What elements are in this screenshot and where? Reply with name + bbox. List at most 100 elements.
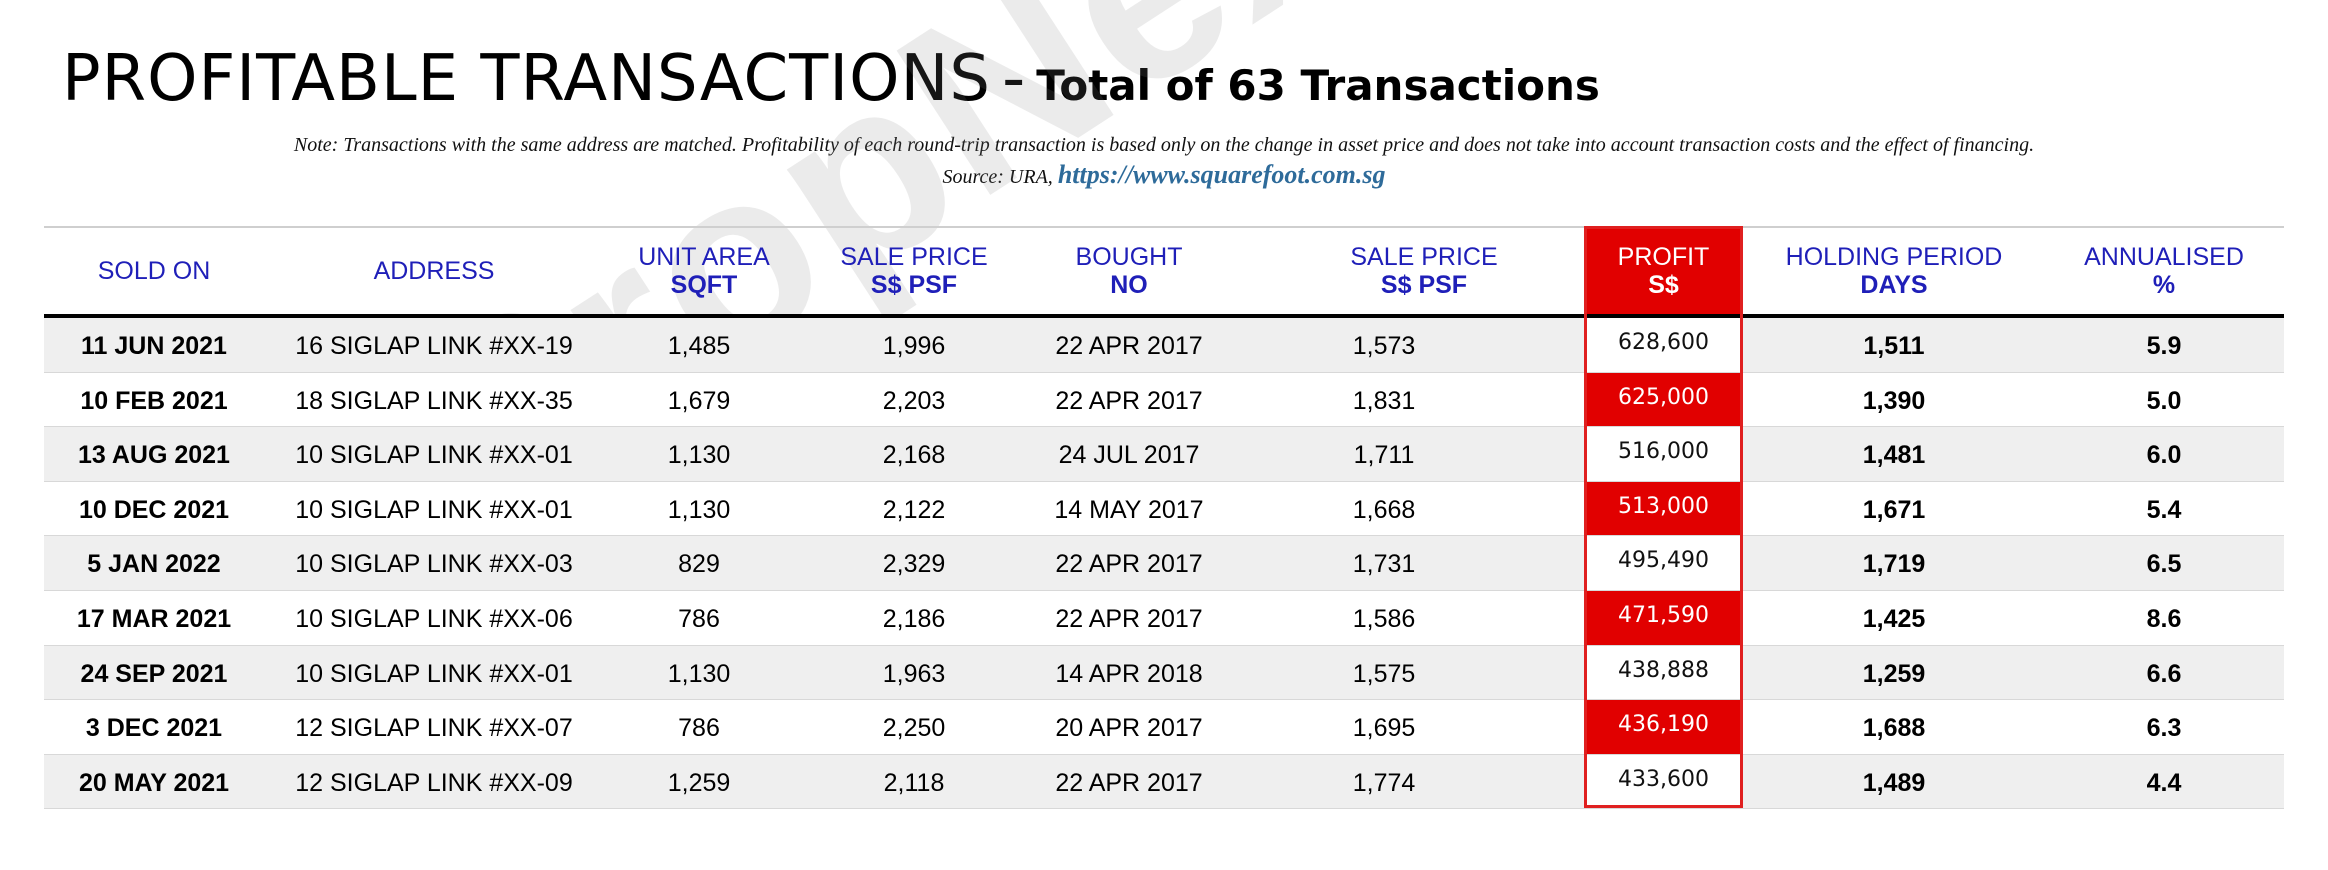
cell-address: 10 SIGLAP LINK #XX-01 [295,495,573,524]
cell-bought: 22 APR 2017 [1055,332,1203,360]
cell-sale-price-psf-2: 1,731 [1352,550,1416,579]
cell-profit: 516,000 [1584,427,1743,481]
cell-bought: 22 APR 2017 [1055,386,1203,415]
table-row: 3 DEC 2021 12 SIGLAP LINK #XX-07 786 2,250 2… [44,700,2284,755]
cell-annualised: 5.9 [2146,332,2182,360]
cell-unit-area: 1,130 [667,659,731,688]
cell-unit-area: 829 [678,550,720,579]
cell-sold-on: 3 DEC 2021 [85,714,223,743]
table-body: 11 JUN 2021 16 SIGLAP LINK #XX-19 1,485 1,9… [44,318,2284,810]
table-row: 20 MAY 2021 12 SIGLAP LINK #XX-09 1,259 2,1… [44,754,2284,810]
column-header-unit: SQFT [670,271,738,299]
cell-annualised: 5.4 [2146,495,2182,524]
cell-sold-on: 24 SEP 2021 [80,659,228,688]
cell-address: 12 SIGLAP LINK #XX-09 [295,768,573,797]
cell-sold-on: 13 AUG 2021 [78,441,230,470]
column-header-unit: S$ [1648,271,1679,299]
cell-sale-price-psf: 1,996 [882,332,946,360]
cell-holding-period: 1,390 [1862,386,1926,415]
cell-bought: 14 MAY 2017 [1054,495,1204,524]
cell-profit: 495,490 [1584,536,1743,590]
cell-annualised: 5.0 [2146,386,2182,415]
cell-bought: 22 APR 2017 [1055,550,1203,579]
cell-address: 16 SIGLAP LINK #XX-19 [295,332,573,360]
cell-address: 12 SIGLAP LINK #XX-07 [295,714,573,743]
column-header-unit: NO [1110,271,1148,299]
cell-profit: 433,600 [1584,754,1743,809]
cell-unit-area: 786 [678,604,720,633]
cell-sale-price-psf-2: 1,831 [1352,386,1416,415]
column-header-label: ADDRESS [373,257,495,285]
cell-holding-period: 1,425 [1862,604,1926,633]
cell-profit: 513,000 [1584,481,1743,536]
cell-holding-period: 1,489 [1862,768,1926,797]
cell-holding-period: 1,259 [1862,659,1926,688]
cell-unit-area: 1,130 [667,441,731,470]
cell-sold-on: 10 FEB 2021 [80,386,228,415]
note-text: Note: Transactions with the same address… [293,134,2035,156]
column-header-sale-price-psf: SALE PRICE S$ PSF [814,228,1014,314]
cell-sold-on: 17 MAR 2021 [76,604,232,633]
column-header-sold-on: SOLD ON [44,228,264,314]
cell-profit: 628,600 [1584,318,1743,372]
column-header-annualised: ANNUALISED% [2044,228,2284,314]
cell-annualised: 8.6 [2146,604,2182,633]
cell-address: 18 SIGLAP LINK #XX-35 [295,386,573,415]
cell-bought: 14 APR 2018 [1055,659,1203,688]
cell-sale-price-psf: 2,250 [882,714,946,743]
cell-holding-period: 1,688 [1862,714,1926,743]
cell-sale-price-psf: 2,122 [882,495,946,524]
column-header-label: SALE PRICE [840,243,988,271]
cell-profit: 471,590 [1584,590,1743,645]
cell-sale-price-psf-2: 1,668 [1352,495,1416,524]
table-top-rule [44,226,2284,228]
cell-unit-area: 1,259 [667,768,731,797]
column-header-label: SOLD ON [97,257,211,285]
column-header-address: ADDRESS [264,228,604,314]
column-header-label: UNIT AREA [638,243,770,271]
table-row: 24 SEP 2021 10 SIGLAP LINK #XX-01 1,130 1,9… [44,645,2284,701]
title-main: PROFITABLE TRANSACTIONS [62,42,991,116]
column-header-unit: S$ PSF [870,271,958,299]
title-subtitle: Total of 63 Transactions [1036,61,1600,110]
cell-annualised: 6.3 [2146,714,2182,743]
cell-bought: 24 JUL 2017 [1058,441,1200,470]
column-header-label: SALE PRICE [1350,243,1498,271]
cell-bought: 20 APR 2017 [1055,714,1203,743]
cell-address: 10 SIGLAP LINK #XX-06 [295,604,573,633]
cell-unit-area: 1,130 [667,495,731,524]
cell-profit: 625,000 [1584,372,1743,427]
cell-holding-period: 1,481 [1862,441,1926,470]
page-title: PROFITABLE TRANSACTIONS - Total of 63 Tr… [62,42,1600,116]
source-label: Source: URA, [942,166,1053,188]
column-header-unit: DAYS [1860,271,1928,299]
cell-address: 10 SIGLAP LINK #XX-03 [295,550,573,579]
column-header-unit: % [2152,271,2176,299]
table-row: 5 JAN 2022 10 SIGLAP LINK #XX-03 829 2,329 2… [44,536,2284,591]
cell-sale-price-psf: 2,329 [882,550,946,579]
cell-holding-period: 1,671 [1862,495,1926,524]
source-link[interactable]: https://www.squarefoot.com.sg [1057,160,1386,189]
cell-bought: 22 APR 2017 [1055,604,1203,633]
cell-sale-price-psf-2: 1,774 [1352,768,1416,797]
cell-unit-area: 1,485 [667,332,731,360]
column-header-holding-period: HOLDING PERIOD DAYS [1744,228,2044,314]
cell-sale-price-psf-2: 1,573 [1352,332,1416,360]
column-header-label: PROFIT [1617,243,1710,271]
cell-holding-period: 1,511 [1863,332,1925,360]
cell-sale-price-psf-2: 1,586 [1352,604,1416,633]
cell-sale-price-psf: 2,168 [882,441,946,470]
column-header-label: HOLDING PERIOD [1785,243,2003,271]
cell-sold-on: 11 JUN 2021 [81,332,227,360]
cell-unit-area: 1,679 [667,386,731,415]
column-header-sale-price-psf-2: SALE PRICE S$ PSF [1264,228,1584,314]
table-row: 13 AUG 2021 10 SIGLAP LINK #XX-01 1,130 2,1… [44,427,2284,482]
cell-sale-price-psf: 2,186 [882,604,946,633]
table-row: 11 JUN 2021 16 SIGLAP LINK #XX-19 1,485 1,9… [44,318,2284,373]
cell-sale-price-psf-2: 1,575 [1352,659,1416,688]
cell-annualised: 4.4 [2146,768,2182,797]
cell-annualised: 6.0 [2146,441,2182,470]
title-separator: - [1002,42,1026,116]
cell-sale-price-psf-2: 1,711 [1353,441,1415,470]
cell-profit: 436,190 [1584,700,1743,754]
